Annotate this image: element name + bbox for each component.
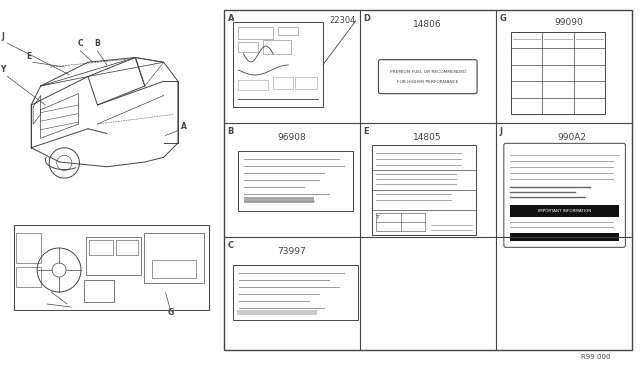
Bar	[510, 233, 620, 241]
Text: 22304: 22304	[330, 16, 356, 25]
Bar	[239, 27, 273, 39]
Bar	[237, 310, 317, 315]
Bar	[239, 80, 268, 90]
Text: B: B	[95, 39, 100, 48]
Text: E: E	[27, 52, 32, 61]
Text: A: A	[180, 122, 187, 131]
Bar	[234, 22, 323, 107]
Bar	[244, 197, 314, 203]
Bar	[372, 145, 476, 235]
Text: E: E	[364, 127, 369, 136]
Text: Y: Y	[0, 65, 6, 74]
Bar	[223, 10, 632, 350]
Text: G: G	[168, 308, 174, 317]
Bar	[144, 233, 204, 283]
Text: C: C	[227, 241, 234, 250]
Text: 99090: 99090	[554, 18, 583, 27]
Bar	[376, 213, 426, 231]
Bar	[239, 42, 259, 52]
Bar	[14, 225, 209, 310]
Text: IMPORTANT INFORMATION: IMPORTANT INFORMATION	[538, 209, 591, 213]
Bar	[16, 267, 41, 287]
Text: A: A	[227, 14, 234, 23]
Bar	[16, 233, 41, 263]
Bar	[511, 32, 605, 114]
Bar	[239, 151, 353, 211]
Text: PREMIUM FUEL OR RECOMMENDED: PREMIUM FUEL OR RECOMMENDED	[390, 70, 466, 74]
Text: G: G	[500, 14, 507, 23]
Bar	[84, 280, 114, 302]
Bar	[295, 77, 317, 89]
Text: 73997: 73997	[277, 247, 306, 256]
Text: 14805: 14805	[413, 133, 442, 142]
Bar	[273, 77, 293, 89]
Text: FOR HIGHER PERFORMANCE: FOR HIGHER PERFORMANCE	[397, 80, 458, 84]
Bar	[278, 27, 298, 35]
Bar	[89, 240, 113, 255]
Text: 990A2: 990A2	[557, 133, 586, 142]
Text: C: C	[77, 39, 83, 48]
Text: 96908: 96908	[277, 133, 306, 142]
Text: 14806: 14806	[413, 20, 442, 29]
Bar	[510, 205, 620, 217]
Text: J: J	[1, 32, 4, 41]
Bar	[116, 240, 138, 255]
Text: J: J	[500, 127, 503, 136]
Text: D: D	[364, 14, 371, 23]
Bar	[152, 260, 196, 278]
Text: B: B	[227, 127, 234, 136]
Bar	[234, 264, 358, 320]
Text: R99 000: R99 000	[580, 354, 610, 360]
Bar	[263, 40, 291, 54]
Bar	[86, 237, 141, 275]
Text: T: T	[376, 215, 380, 220]
